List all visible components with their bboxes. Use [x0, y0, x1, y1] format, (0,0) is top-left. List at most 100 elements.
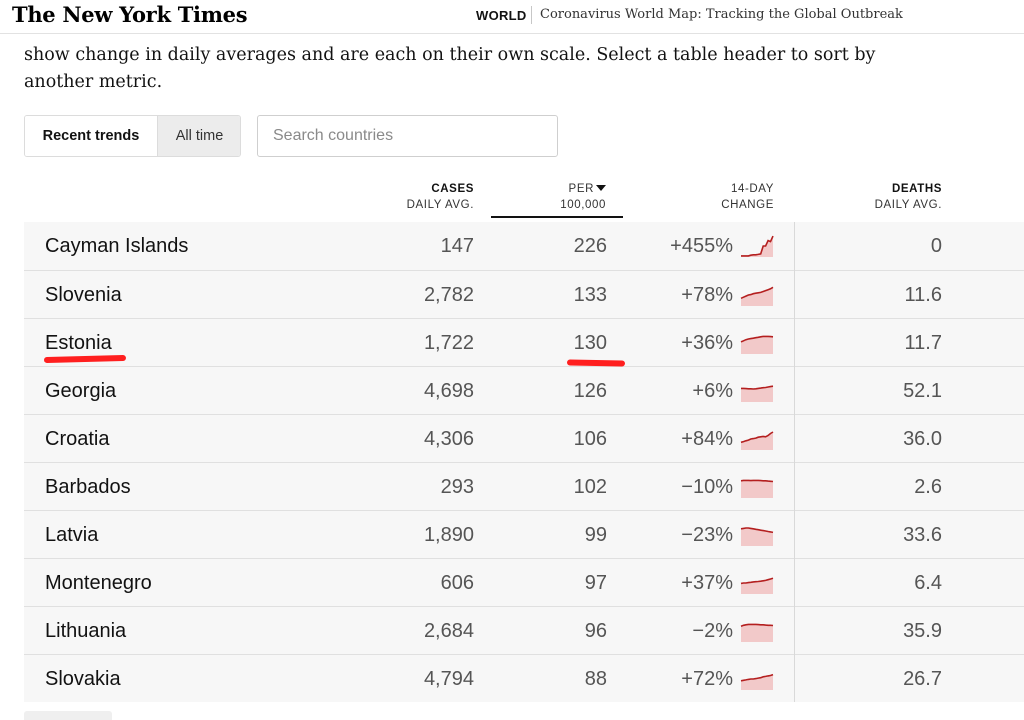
sparkline-area [741, 528, 773, 546]
sparkline-line [740, 577, 774, 585]
country-name: Montenegro [45, 572, 152, 594]
deaths-daily-avg: 0 [930, 235, 942, 257]
sparkline-area [741, 432, 773, 450]
sparkline-area [741, 674, 773, 690]
per-header-line1: PER [568, 183, 594, 195]
deaths-column-divider [794, 222, 795, 702]
cases-daily-avg: 2,684 [423, 620, 474, 642]
trend-sparkline [740, 479, 774, 498]
cases-per-100k: 133 [573, 284, 607, 306]
change-header-line2: CHANGE [721, 199, 774, 211]
deaths-daily-avg: 26.7 [903, 668, 942, 690]
fourteen-day-change: +36% [681, 332, 733, 354]
deaths-daily-avg: 36.0 [903, 428, 942, 450]
cases-daily-avg: 2,782 [423, 284, 474, 306]
cases-daily-avg: 147 [440, 235, 474, 257]
fourteen-day-change: −2% [692, 620, 733, 642]
cases-daily-avg: 4,794 [423, 668, 474, 690]
deaths-daily-avg: 6.4 [914, 572, 942, 594]
deaths-daily-avg: 11.7 [904, 332, 942, 354]
country-name: Croatia [45, 428, 110, 450]
deaths-daily-avg: 52.1 [903, 380, 942, 402]
cases-daily-avg: 4,306 [423, 428, 474, 450]
fourteen-day-change: −23% [681, 524, 733, 546]
cases-per-100k: 96 [584, 620, 607, 642]
cases-per-100k: 97 [584, 572, 607, 594]
cases-daily-avg: 1,722 [423, 332, 474, 354]
fourteen-day-change: +84% [681, 428, 733, 450]
sort-descending-icon [596, 185, 606, 191]
sparkline-line [741, 235, 774, 257]
column-header-14day-change[interactable]: 14-DAY CHANGE [690, 181, 774, 213]
deaths-header-line1: DEATHS [891, 183, 942, 195]
table-row[interactable]: Montenegro 606 97 +37% 6.4 [24, 558, 1024, 606]
country-name: Barbados [45, 476, 131, 498]
sparkline-area [741, 236, 773, 257]
table-row[interactable]: Latvia 1,890 99 −23% 33.6 [24, 510, 1024, 558]
cases-per-100k: 99 [584, 524, 607, 546]
search-countries-input[interactable] [257, 115, 558, 157]
change-header-line1: 14-DAY [730, 183, 774, 195]
sparkline-area [741, 336, 773, 354]
table-row[interactable]: Cayman Islands 147 226 +455% 0 [24, 222, 1024, 270]
column-header-per100k[interactable]: PER 100,000 [520, 181, 606, 213]
sparkline-line [740, 623, 774, 627]
table-row[interactable]: Croatia 4,306 106 +84% 36.0 [24, 414, 1024, 462]
column-header-deaths[interactable]: DEATHS DAILY AVG. [850, 181, 942, 213]
fourteen-day-change: −10% [681, 476, 733, 498]
deaths-daily-avg: 35.9 [903, 620, 942, 642]
trend-sparkline [741, 385, 774, 402]
view-toggle: Recent trends All time [24, 115, 241, 157]
cases-per-100k: 88 [584, 668, 607, 690]
intro-text: show change in daily averages and are ea… [24, 45, 876, 92]
cases-header-line2: DAILY AVG. [406, 199, 474, 211]
column-header-cases[interactable]: CASES DAILY AVG. [380, 181, 474, 213]
deaths-daily-avg: 11.6 [904, 284, 942, 306]
header-divider [531, 6, 532, 24]
trend-sparkline [740, 431, 774, 450]
site-header: The New York Times WORLD Coronavirus Wor… [0, 0, 1024, 34]
table-row[interactable]: Lithuania 2,684 96 −2% 35.9 [24, 606, 1024, 654]
fourteen-day-change: +78% [681, 284, 733, 306]
fourteen-day-change: +37% [681, 572, 733, 594]
table-row[interactable]: Estonia 1,722 130 +36% 11.7 [24, 318, 1024, 366]
deaths-daily-avg: 2.6 [914, 476, 942, 498]
sparkline-area [741, 624, 773, 642]
country-name: Slovakia [45, 668, 121, 690]
recent-trends-button[interactable]: Recent trends [25, 116, 157, 156]
table-row[interactable]: Georgia 4,698 126 +6% 52.1 [24, 366, 1024, 414]
deaths-daily-avg: 33.6 [903, 524, 942, 546]
nyt-logo[interactable]: The New York Times [12, 2, 248, 27]
country-name: Lithuania [45, 620, 127, 642]
table-row[interactable]: Slovakia 4,794 88 +72% 26.7 [24, 654, 1024, 702]
all-time-button[interactable]: All time [157, 116, 240, 156]
trend-sparkline [740, 286, 774, 306]
cases-per-100k: 130 [573, 332, 607, 354]
cases-daily-avg: 293 [440, 476, 474, 498]
cases-daily-avg: 4,698 [423, 380, 474, 402]
sparkline-line [740, 479, 774, 483]
table-row[interactable]: Slovenia 2,782 133 +78% 11.6 [24, 270, 1024, 318]
sparkline-line [740, 673, 774, 682]
show-more-button[interactable] [24, 711, 112, 720]
table-row[interactable]: Barbados 293 102 −10% 2.6 [24, 462, 1024, 510]
country-name: Slovenia [45, 284, 122, 306]
section-label[interactable]: WORLD [476, 8, 527, 23]
fourteen-day-change: +455% [670, 235, 733, 257]
fourteen-day-change: +6% [692, 380, 733, 402]
sparkline-line [740, 527, 774, 534]
cases-per-100k: 126 [573, 380, 607, 402]
sparkline-line [741, 385, 774, 390]
cases-per-100k: 226 [573, 235, 607, 257]
sparkline-line [740, 286, 774, 300]
trend-sparkline [740, 577, 774, 594]
country-name: Estonia [45, 332, 112, 354]
sorted-column-indicator [491, 216, 623, 218]
cases-daily-avg: 606 [440, 572, 474, 594]
sparkline-line [740, 431, 774, 444]
sparkline-area [741, 386, 773, 402]
sparkline-area [741, 578, 773, 594]
article-headline[interactable]: Coronavirus World Map: Tracking the Glob… [540, 7, 903, 22]
sparkline-line [740, 335, 774, 343]
trend-sparkline [740, 623, 774, 642]
